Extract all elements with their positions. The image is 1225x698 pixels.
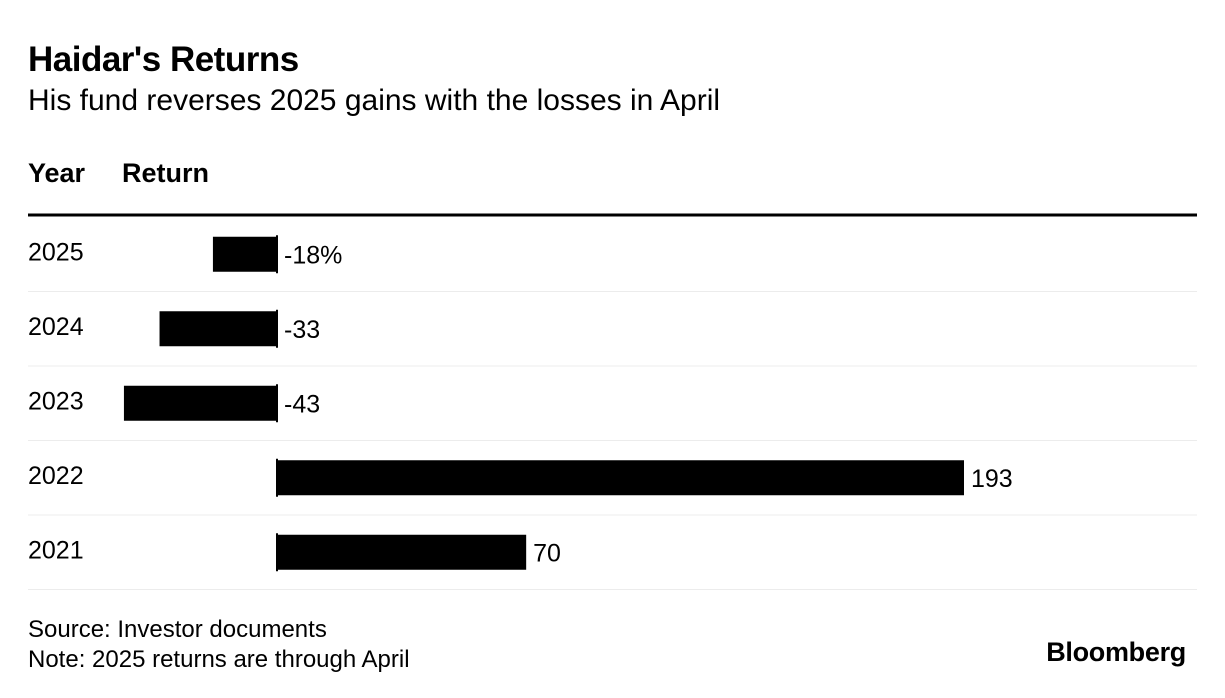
year-label: 2023: [28, 387, 84, 415]
bar-2021: [277, 534, 527, 570]
year-label: 2022: [28, 462, 84, 490]
bar-2025: [212, 236, 277, 272]
bar-2024: [159, 311, 277, 347]
value-label: 70: [533, 539, 561, 567]
value-label: -33: [284, 316, 320, 344]
bar-2022: [277, 460, 964, 496]
source-note: Source: Investor documents: [28, 616, 327, 643]
chart-title: Haidar's Returns: [28, 40, 299, 79]
year-column-header: Year: [28, 158, 86, 188]
bar-2023: [123, 385, 277, 421]
value-label: -18%: [284, 241, 342, 269]
value-label: -43: [284, 390, 320, 418]
footnote: Note: 2025 returns are through April: [28, 646, 410, 673]
value-label: 193: [971, 465, 1013, 493]
year-label: 2024: [28, 313, 84, 341]
return-column-header: Return: [122, 158, 209, 188]
year-label: 2021: [28, 536, 84, 564]
chart-rows: 2025 -18% 2024 -33 2023 -43 2022 193 2021 70: [28, 235, 1197, 590]
year-label: 2025: [28, 238, 84, 266]
chart-subtitle: His fund reverses 2025 gains with the lo…: [28, 84, 721, 117]
bloomberg-logo: Bloomberg: [1046, 637, 1186, 667]
